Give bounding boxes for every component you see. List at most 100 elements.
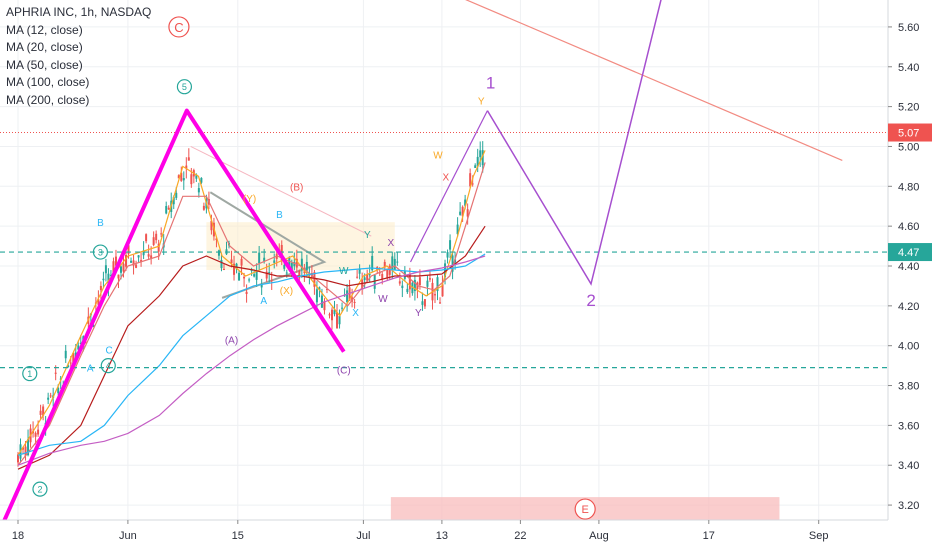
wave-label-3: 4 [106, 361, 111, 371]
series-line-ma20 [17, 162, 486, 466]
candle-body [315, 289, 318, 303]
candle-body [157, 243, 160, 252]
candle-body [235, 263, 238, 269]
candle-body [24, 446, 27, 456]
candle-body [398, 281, 401, 284]
trendline [465, 0, 843, 161]
x-tick-label: 18 [12, 530, 24, 542]
candle-body [343, 295, 346, 297]
candle-body [336, 312, 339, 329]
candle-body [150, 255, 153, 259]
candle-body [288, 257, 291, 269]
candle-body [313, 272, 316, 287]
y-tick-label: 3.80 [898, 381, 919, 393]
candle-body [220, 259, 223, 269]
candle-body [305, 261, 308, 271]
ma-20-label[interactable]: MA (20, close) [6, 40, 83, 54]
candle-body [268, 272, 271, 274]
candle-body [396, 261, 399, 263]
candle-body [99, 285, 102, 291]
candle-body [366, 274, 369, 281]
wave-label-15: (Y) [243, 194, 256, 205]
candle-body [406, 288, 409, 293]
candle-body [439, 302, 442, 304]
candle-body [248, 279, 251, 281]
wave-label-20: W [378, 294, 388, 305]
wave-label-14: (X) [280, 286, 293, 297]
y-tick-label: 4.40 [898, 261, 919, 273]
x-tick-label: Sep [809, 530, 829, 542]
y-tick-label: 4.80 [898, 181, 919, 193]
candle-body [142, 250, 145, 256]
candle-body [371, 255, 374, 271]
candle-body [145, 234, 148, 242]
candle-body [265, 271, 268, 279]
candle-body [97, 299, 100, 305]
candle-body [147, 254, 150, 257]
candle-body [388, 265, 391, 275]
candle-body [353, 301, 356, 303]
candle-body [210, 220, 213, 231]
wave-label-19: X [388, 238, 395, 249]
candle-body [285, 272, 288, 274]
y-axis-bg [888, 0, 932, 550]
x-axis: 18 Jun 15 Jul 13 22 Aug 17 Sep [0, 519, 932, 550]
candle-body [479, 150, 482, 158]
candle-body [137, 255, 140, 258]
candle-body [122, 263, 125, 272]
wave-label-10: (B) [290, 182, 303, 193]
candle-body [464, 199, 467, 206]
candle-body [386, 269, 389, 279]
candle-body [456, 224, 459, 235]
candle-body [119, 266, 122, 273]
candle-body [258, 252, 261, 264]
candle-body [54, 372, 57, 374]
y-tick-label: 3.20 [898, 500, 919, 512]
candle-body [471, 183, 474, 185]
ma-200-label[interactable]: MA (200, close) [6, 92, 90, 107]
wave-label-5: 2 [37, 485, 42, 495]
candle-body [421, 301, 424, 305]
y-tick-label: 5.40 [898, 62, 919, 74]
y-tick-label: 4.20 [898, 301, 919, 313]
wave-label-1: 5 [182, 82, 187, 92]
wave-label-6: B [97, 218, 104, 229]
candle-body [459, 211, 462, 215]
candle-body [172, 196, 175, 205]
candle-body [177, 175, 180, 179]
candle-body [474, 165, 477, 168]
candle-body [318, 287, 321, 290]
candle-body [481, 150, 484, 166]
elliott-wave-line [2, 108, 346, 520]
candle-body [331, 309, 333, 321]
candles [17, 141, 484, 467]
ma-100-label[interactable]: MA (100, close) [6, 75, 90, 89]
candle-body [27, 439, 30, 456]
candle-body [461, 206, 464, 217]
candle-body [446, 252, 449, 258]
last-price-tag-bg [888, 123, 932, 142]
candle-body [423, 299, 426, 307]
candle-body [165, 206, 168, 214]
candle-body [215, 238, 218, 241]
wave-marker-circle [100, 358, 116, 374]
candle-body [418, 277, 421, 286]
ma-12-label[interactable]: MA (12, close) [6, 22, 83, 37]
wave-marker-circle [22, 365, 38, 382]
candle-body [112, 261, 115, 274]
candle-body [197, 188, 200, 193]
candle-body [381, 274, 384, 279]
candle-body [411, 282, 414, 294]
wave-marker-circle [32, 481, 48, 497]
ma-50-label[interactable]: MA (50, close) [6, 57, 83, 72]
y-tick-label: 4.60 [898, 221, 919, 233]
candle-body [436, 277, 439, 292]
candle-body [190, 174, 193, 185]
candle-body [155, 233, 158, 241]
candle-body [57, 387, 60, 394]
candle-body [64, 350, 67, 359]
candle-body [152, 237, 155, 245]
candle-body [77, 345, 80, 350]
